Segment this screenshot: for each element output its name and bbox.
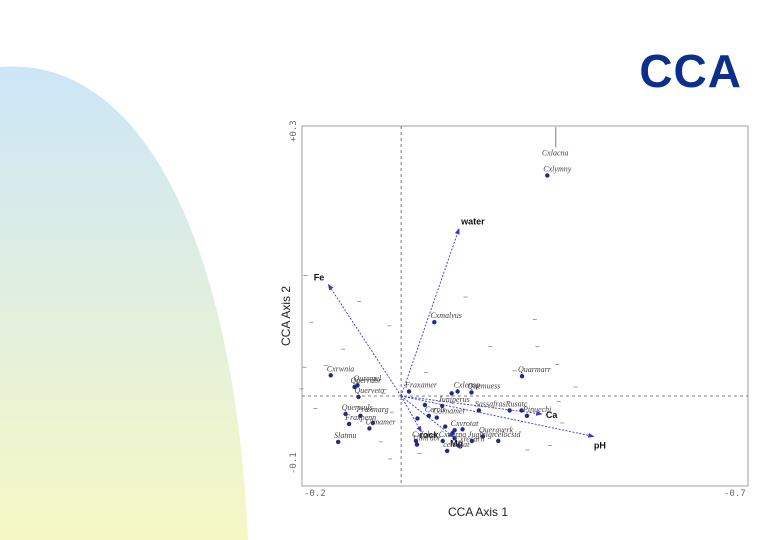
- species-label-cxmalvus: Cxmalvus: [430, 311, 462, 320]
- species-point-cxrecarn: [456, 443, 461, 448]
- env-vector-fe: [327, 283, 402, 397]
- species-label-cxcarna: Cxcarna: [439, 430, 467, 439]
- species-label-celocsid: celocsid: [494, 430, 521, 439]
- species-point: [460, 427, 465, 432]
- env-label-mg: Mg: [450, 438, 463, 448]
- species-label-sassafras: Sassafras: [475, 399, 506, 408]
- species-point-sassafras: [476, 408, 482, 413]
- species-label-rusatc: Rusatc: [505, 399, 528, 408]
- species-point: [449, 391, 454, 396]
- species-label-quarmarr: Quarmarr: [518, 365, 552, 374]
- zero-lines: [302, 126, 748, 486]
- y-tick-top-label: +0.3: [289, 120, 299, 142]
- species-label-cxvrotat: Cxvrotat: [451, 419, 479, 428]
- species-point: [415, 416, 420, 421]
- y-tick-bottom-label: -0.1: [289, 452, 299, 474]
- species-label-celocsat: celocsat: [443, 440, 470, 449]
- species-point-cxrwnia: [328, 373, 333, 378]
- species-point: [370, 420, 376, 426]
- env-vector-water: [400, 228, 460, 397]
- species-label-quremel: Quremel: [354, 374, 382, 383]
- species-point-pinuechi: [524, 413, 530, 418]
- species-point-cxmalvus: [432, 320, 437, 325]
- species-point-celocsat: [444, 448, 450, 454]
- species-point-celocsid: [496, 438, 501, 444]
- species-label-cercis: Cercis: [425, 405, 446, 414]
- species-label-cornamer: Cornamer: [433, 407, 467, 416]
- species-point-cxlymny: [545, 173, 550, 178]
- species-point-querwuls: [343, 411, 348, 417]
- species-point-querrubr: [352, 384, 357, 390]
- species-point-quemuess: [469, 390, 474, 395]
- species-point: [443, 424, 448, 429]
- species-point-fraxmarg: [358, 413, 363, 418]
- species-label-ulmamer: Ulmamer: [365, 417, 396, 426]
- y-axis-label: CCA Axis 2: [279, 286, 293, 346]
- slide-title: CCA: [639, 45, 742, 97]
- species-point-cercis: [426, 413, 432, 418]
- species-point-fraxpenn: [346, 421, 352, 427]
- plot-frame: [301, 125, 749, 487]
- species-point-cxfalsa: [413, 438, 419, 444]
- env-label-fe: Fe: [314, 272, 325, 282]
- species-point-juglnigr: [469, 438, 475, 444]
- species-label-slatmu: Slatmu: [334, 431, 356, 440]
- species-point-cxlenop: [455, 389, 460, 394]
- species-label-querrubr: Querrubr: [351, 376, 383, 385]
- species-label-cxfalsa: Cxfalsa: [412, 430, 436, 439]
- species-points: [328, 173, 550, 454]
- species-label-queraverk: Queraverk: [479, 426, 514, 435]
- species-point: [422, 402, 428, 408]
- env-label-ca: Ca: [546, 410, 558, 420]
- species-point-ulmamer: [367, 426, 372, 431]
- species-label-querveto: Querveto: [354, 386, 384, 395]
- species-label-cxlymny: Cxlymny: [543, 165, 571, 174]
- species-point: [450, 430, 455, 436]
- species-point-querveto: [356, 394, 361, 400]
- species-label-fraxmarg: Fraxmarg: [355, 405, 388, 414]
- env-label-water: water: [460, 217, 485, 227]
- species-label-cxrecarn: Cxrecarn: [455, 435, 485, 444]
- env-vector-ph: [401, 395, 595, 438]
- species-point-fraxamer: [406, 389, 412, 394]
- species-point-ulmrubr: [414, 442, 420, 447]
- species-point: [452, 436, 457, 441]
- decorative-gradient-shape: [0, 66, 248, 540]
- species-point-cornamer: [434, 415, 439, 420]
- species-point-quarmarr: [519, 374, 525, 379]
- species-point-slatmu: [335, 439, 341, 445]
- x-axis-label: CCA Axis 1: [448, 505, 508, 519]
- species-label-cxlacna: Cxlacna: [542, 148, 569, 157]
- environmental-vectors: water Fe Ca pH rock Mg: [314, 217, 606, 451]
- env-label-rock: rock: [419, 430, 439, 440]
- species-label-quemuess: Quemuess: [467, 381, 500, 390]
- species-point-juniperus: [440, 403, 445, 409]
- species-point-cxcarna: [440, 438, 445, 444]
- minor-marks: [299, 274, 578, 460]
- species-label-fraxamer: Fraxamer: [404, 381, 438, 390]
- species-label-querwuls: Querwuls: [342, 403, 373, 412]
- species-label-juglnigr: Juglnigr: [468, 430, 496, 439]
- species-label-pinuechi: Pinuechi: [522, 405, 551, 414]
- env-vector-ca: [401, 395, 543, 416]
- species-label-ulmrubr: Ulmrubr: [413, 434, 442, 443]
- species-point-rusatc: [507, 408, 512, 413]
- x-tick-right-label: -0.7: [724, 489, 746, 499]
- species-label-fraxpenn: Fraxpenn: [344, 413, 376, 422]
- x-tick-left-label: -0.2: [304, 489, 326, 499]
- species-label-cxrwnia: Cxrwnia: [327, 364, 355, 373]
- species-point: [519, 408, 524, 413]
- species-label-cxlenop: Cxlenop: [454, 381, 481, 390]
- env-label-ph: pH: [594, 441, 606, 451]
- env-vector-mg: [400, 395, 455, 438]
- species-point-queraverk: [480, 434, 486, 439]
- species-label-juniperus: Juniperus: [438, 395, 470, 404]
